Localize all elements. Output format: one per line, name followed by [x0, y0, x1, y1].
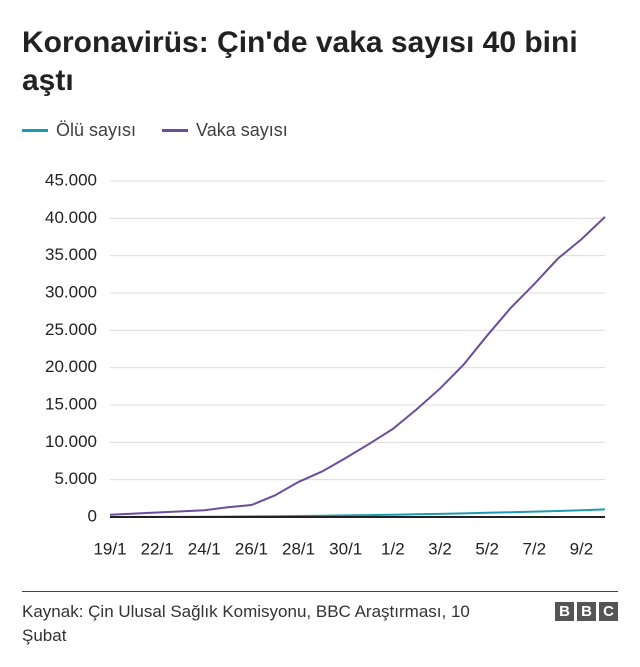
x-tick-label: 3/2	[428, 539, 452, 558]
x-tick-label: 19/1	[93, 539, 126, 558]
chart-title: Koronavirüs: Çin'de vaka sayısı 40 bini …	[22, 26, 578, 97]
legend-item: Ölü sayısı	[22, 120, 136, 141]
x-tick-label: 7/2	[522, 539, 546, 558]
y-tick-label: 20.000	[45, 357, 97, 376]
x-tick-label: 22/1	[141, 539, 174, 558]
y-tick-label: 15.000	[45, 394, 97, 413]
y-tick-label: 0	[88, 506, 97, 525]
legend-swatch	[22, 129, 48, 132]
y-tick-label: 45.000	[45, 170, 97, 189]
y-tick-label: 30.000	[45, 282, 97, 301]
y-tick-label: 35.000	[45, 245, 97, 264]
x-tick-label: 1/2	[381, 539, 405, 558]
legend-item: Vaka sayısı	[162, 120, 288, 141]
chart: 0 5.000 10.000 15.000 20.000 25.000 30.000 35.0…	[45, 170, 606, 558]
source: Kaynak: Çin Ulusal Sağlık Komisyonu, BBC…	[22, 602, 470, 645]
x-tick-label: 5/2	[475, 539, 499, 558]
y-tick-label: 40.000	[45, 208, 97, 227]
legend-label: Vaka sayısı	[196, 120, 288, 140]
y-tick-label: 5.000	[54, 469, 97, 488]
x-tick-label: 24/1	[188, 539, 221, 558]
x-tick-label: 26/1	[235, 539, 268, 558]
legend: Ölü sayısı Vaka sayısı	[22, 120, 288, 141]
y-tick-label: 25.000	[45, 320, 97, 339]
divider	[22, 591, 618, 592]
logo-letter: B	[577, 602, 596, 621]
legend-label: Ölü sayısı	[56, 120, 137, 140]
logo-letter: C	[599, 602, 618, 621]
logo-letter: B	[555, 602, 574, 621]
legend-swatch	[162, 129, 189, 132]
x-tick-label: 30/1	[329, 539, 362, 558]
x-tick-label: 28/1	[282, 539, 315, 558]
data-line	[109, 216, 606, 516]
x-tick-label: 9/2	[570, 539, 594, 558]
y-tick-label: 10.000	[45, 432, 97, 451]
